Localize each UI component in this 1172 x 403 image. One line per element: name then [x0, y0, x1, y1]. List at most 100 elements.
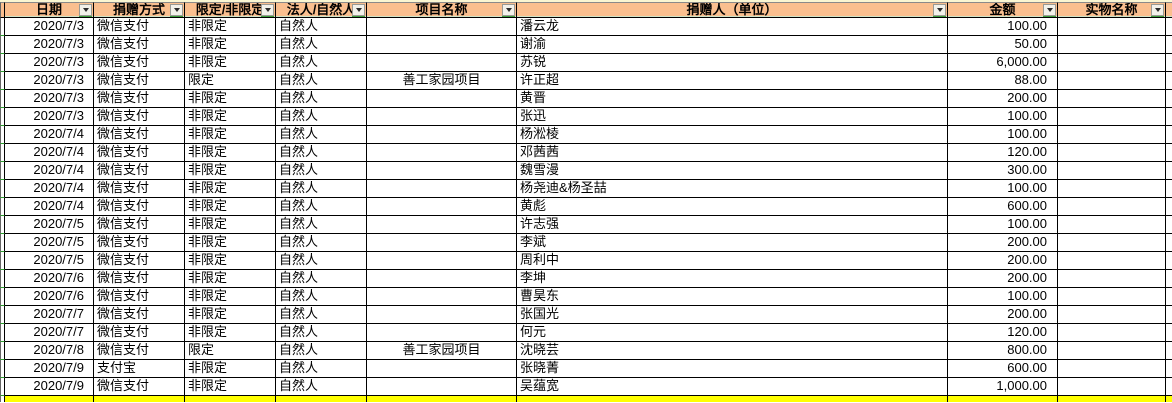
cell-donation-method[interactable]: 微信支付 — [94, 198, 185, 216]
cell-donation-method[interactable]: 微信支付 — [94, 306, 185, 324]
cell-project-name[interactable] — [367, 126, 517, 144]
cell-date[interactable]: 2020/7/5 — [5, 252, 94, 270]
cell-donation-method[interactable]: 微信支付 — [94, 36, 185, 54]
col-header-date[interactable]: 日期 — [5, 2, 94, 18]
cell-restriction[interactable]: 非限定 — [185, 180, 276, 198]
col-header-donor[interactable]: 捐赠人（单位） — [517, 2, 948, 18]
highlight-cell[interactable] — [276, 396, 367, 402]
col-header-project[interactable]: 项目名称 — [367, 2, 517, 18]
col-header-restriction[interactable]: 限定/非限定 — [185, 2, 276, 18]
cell-item-name[interactable] — [1058, 360, 1166, 378]
cell-donation-method[interactable]: 微信支付 — [94, 126, 185, 144]
cell-restriction[interactable]: 非限定 — [185, 216, 276, 234]
cell-restriction[interactable]: 非限定 — [185, 234, 276, 252]
cell-person-type[interactable]: 自然人 — [276, 90, 367, 108]
cell-donor[interactable]: 何元 — [517, 324, 948, 342]
cell-person-type[interactable]: 自然人 — [276, 306, 367, 324]
cell-amount[interactable]: 200.00 — [948, 234, 1058, 252]
cell-date[interactable]: 2020/7/3 — [5, 90, 94, 108]
cell-date[interactable]: 2020/7/9 — [5, 378, 94, 396]
cell-date[interactable]: 2020/7/7 — [5, 324, 94, 342]
cell-person-type[interactable]: 自然人 — [276, 54, 367, 72]
cell-donor[interactable]: 黄晋 — [517, 90, 948, 108]
cell-date[interactable]: 2020/7/4 — [5, 198, 94, 216]
cell-person-type[interactable]: 自然人 — [276, 252, 367, 270]
cell-date[interactable]: 2020/7/3 — [5, 36, 94, 54]
cell-item-name[interactable] — [1058, 162, 1166, 180]
cell-person-type[interactable]: 自然人 — [276, 288, 367, 306]
cell-person-type[interactable]: 自然人 — [276, 144, 367, 162]
cell-amount[interactable]: 600.00 — [948, 360, 1058, 378]
cell-date[interactable]: 2020/7/3 — [5, 54, 94, 72]
filter-dropdown-date[interactable] — [79, 4, 92, 16]
filter-dropdown-project[interactable] — [502, 4, 515, 16]
cell-donation-method[interactable]: 微信支付 — [94, 324, 185, 342]
cell-amount[interactable]: 50.00 — [948, 36, 1058, 54]
cell-donor[interactable]: 魏雪漫 — [517, 162, 948, 180]
cell-restriction[interactable]: 非限定 — [185, 324, 276, 342]
filter-dropdown-item[interactable] — [1151, 4, 1164, 16]
cell-project-name[interactable] — [367, 216, 517, 234]
cell-item-name[interactable] — [1058, 306, 1166, 324]
cell-donor[interactable]: 曹昊东 — [517, 288, 948, 306]
cell-donor[interactable]: 许志强 — [517, 216, 948, 234]
cell-date[interactable]: 2020/7/4 — [5, 144, 94, 162]
cell-date[interactable]: 2020/7/3 — [5, 18, 94, 36]
cell-item-name[interactable] — [1058, 288, 1166, 306]
cell-donor[interactable]: 周利中 — [517, 252, 948, 270]
cell-donor[interactable]: 邓茜茜 — [517, 144, 948, 162]
cell-person-type[interactable]: 自然人 — [276, 126, 367, 144]
cell-project-name[interactable] — [367, 288, 517, 306]
cell-restriction[interactable]: 非限定 — [185, 378, 276, 396]
filter-dropdown-person-type[interactable] — [352, 4, 365, 16]
cell-project-name[interactable] — [367, 252, 517, 270]
cell-person-type[interactable]: 自然人 — [276, 378, 367, 396]
col-header-item[interactable]: 实物名称 — [1058, 2, 1166, 18]
cell-amount[interactable]: 100.00 — [948, 18, 1058, 36]
cell-donor[interactable]: 李坤 — [517, 270, 948, 288]
cell-amount[interactable]: 120.00 — [948, 324, 1058, 342]
cell-date[interactable]: 2020/7/7 — [5, 306, 94, 324]
cell-restriction[interactable]: 非限定 — [185, 54, 276, 72]
cell-donor[interactable]: 潘云龙 — [517, 18, 948, 36]
cell-date[interactable]: 2020/7/4 — [5, 180, 94, 198]
cell-donation-method[interactable]: 微信支付 — [94, 162, 185, 180]
cell-item-name[interactable] — [1058, 234, 1166, 252]
cell-project-name[interactable] — [367, 324, 517, 342]
cell-amount[interactable]: 120.00 — [948, 144, 1058, 162]
cell-donation-method[interactable]: 微信支付 — [94, 216, 185, 234]
cell-project-name[interactable] — [367, 306, 517, 324]
cell-date[interactable]: 2020/7/9 — [5, 360, 94, 378]
cell-amount[interactable]: 200.00 — [948, 90, 1058, 108]
cell-person-type[interactable]: 自然人 — [276, 216, 367, 234]
cell-item-name[interactable] — [1058, 36, 1166, 54]
cell-item-name[interactable] — [1058, 252, 1166, 270]
cell-person-type[interactable]: 自然人 — [276, 234, 367, 252]
highlight-cell[interactable] — [1058, 396, 1166, 402]
cell-donation-method[interactable]: 微信支付 — [94, 378, 185, 396]
cell-restriction[interactable]: 非限定 — [185, 270, 276, 288]
cell-item-name[interactable] — [1058, 180, 1166, 198]
cell-date[interactable]: 2020/7/6 — [5, 270, 94, 288]
cell-donor[interactable]: 张国光 — [517, 306, 948, 324]
cell-restriction[interactable]: 非限定 — [185, 288, 276, 306]
cell-person-type[interactable]: 自然人 — [276, 36, 367, 54]
cell-project-name[interactable] — [367, 198, 517, 216]
cell-person-type[interactable]: 自然人 — [276, 198, 367, 216]
cell-restriction[interactable]: 非限定 — [185, 90, 276, 108]
filter-dropdown-method[interactable] — [170, 4, 183, 16]
cell-restriction[interactable]: 非限定 — [185, 36, 276, 54]
cell-person-type[interactable]: 自然人 — [276, 18, 367, 36]
cell-restriction[interactable]: 非限定 — [185, 198, 276, 216]
cell-donation-method[interactable]: 支付宝 — [94, 360, 185, 378]
cell-donor[interactable]: 沈晓芸 — [517, 342, 948, 360]
cell-donation-method[interactable]: 微信支付 — [94, 144, 185, 162]
cell-donor[interactable]: 张迅 — [517, 108, 948, 126]
highlight-cell[interactable] — [185, 396, 276, 402]
cell-project-name[interactable] — [367, 36, 517, 54]
cell-donor[interactable]: 许正超 — [517, 72, 948, 90]
cell-amount[interactable]: 100.00 — [948, 126, 1058, 144]
cell-amount[interactable]: 800.00 — [948, 342, 1058, 360]
cell-project-name[interactable] — [367, 234, 517, 252]
cell-donation-method[interactable]: 微信支付 — [94, 108, 185, 126]
